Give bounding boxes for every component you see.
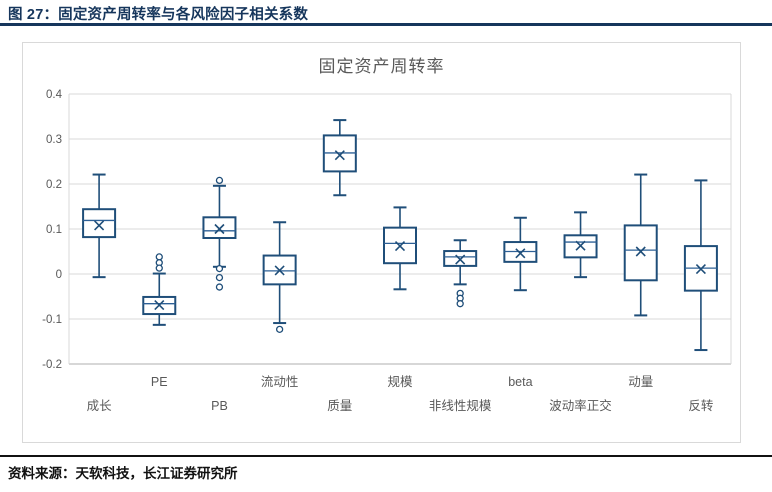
box-iqr (82, 208, 117, 239)
mean-marker (94, 220, 105, 231)
y-tick-label: 0.3 (46, 134, 62, 146)
x-tick-label: PB (211, 399, 228, 413)
chart-card: 固定资产周转率 0.4 0.3 0.2 0.1 0 -0.1 -0.2 成长 PE PB 流动性质量… (22, 42, 741, 443)
mean-marker (635, 246, 646, 257)
mean-marker (154, 299, 165, 311)
boxplot-group: 反转 (683, 179, 718, 413)
boxplot-group: 流动性 (261, 221, 299, 389)
source-label: 资料来源： (8, 466, 76, 481)
boxplot-group: 波动率正交 (549, 211, 612, 413)
boxplot-group: 成长 (82, 173, 117, 413)
footer-divider (0, 455, 772, 457)
box-iqr (623, 224, 658, 282)
mean-marker (214, 223, 225, 235)
x-tick-label: 成长 (87, 399, 113, 413)
outlier-point (275, 325, 284, 334)
outlier-point (155, 253, 163, 261)
y-tick-label: 0.4 (46, 89, 63, 101)
boxplot-group: 动量 (623, 173, 658, 389)
x-tick-label: PE (151, 375, 168, 389)
mean-marker (515, 248, 526, 259)
box-iqr (202, 216, 237, 240)
x-tick-label: 反转 (688, 398, 713, 413)
mean-marker (575, 240, 586, 251)
mean-marker (334, 150, 345, 161)
outlier-point (215, 176, 224, 185)
boxplot-group: 非线性规模 (429, 239, 492, 413)
x-tick-label: 规模 (387, 374, 413, 389)
outlier-point (155, 264, 163, 272)
mean-marker (695, 263, 706, 275)
mean-marker (394, 241, 406, 252)
figure-caption-text: 图 27：固定资产周转率与各风险因子相关系数 (8, 7, 309, 23)
y-tick-label: -0.1 (42, 314, 62, 326)
y-tick-label: 0.2 (46, 179, 62, 191)
x-tick-label: 流动性 (261, 375, 299, 389)
mean-marker (455, 254, 466, 265)
outlier-point (456, 300, 464, 308)
x-tick-label: 非线性规模 (429, 398, 492, 413)
source-note: 资料来源：天软科技，长江证券研究所 (8, 462, 768, 482)
y-tick-label: 0.1 (46, 224, 62, 236)
outlier-point (215, 264, 224, 273)
y-tick-label: -0.2 (42, 359, 62, 371)
caption-divider (0, 23, 772, 26)
source-text: 天软科技，长江证券研究所 (75, 466, 238, 481)
boxplot-group: PE (142, 253, 177, 389)
outlier-point (215, 273, 224, 282)
x-tick-label: beta (508, 375, 532, 389)
chart-title: 固定资产周转率 (318, 57, 445, 76)
boxplot-group: beta (503, 216, 538, 389)
boxplot-group: 规模 (383, 206, 417, 389)
figure-caption: 图 27：固定资产周转率与各风险因子相关系数 (8, 3, 768, 24)
boxplot-group: 质量 (322, 119, 357, 413)
y-tick-label: 0 (56, 269, 62, 281)
mean-marker (274, 265, 285, 276)
x-tick-label: 动量 (628, 375, 653, 389)
outlier-point (215, 283, 224, 291)
x-tick-label: 质量 (327, 399, 352, 413)
boxplot-group: PB (202, 176, 237, 413)
x-tick-label: 波动率正交 (549, 398, 612, 413)
